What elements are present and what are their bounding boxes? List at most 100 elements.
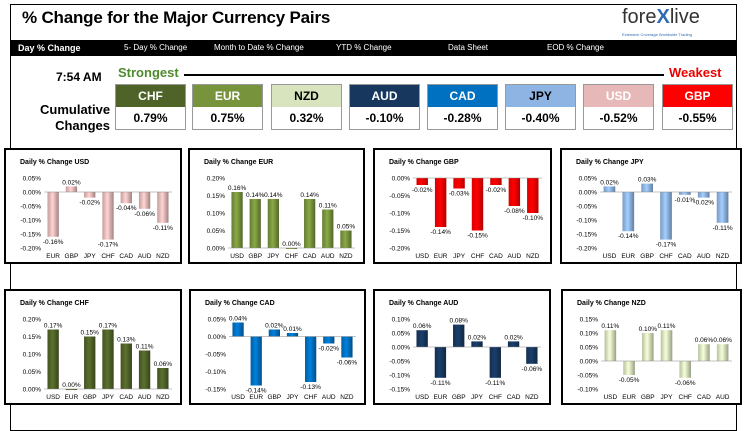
bar-eur [65, 389, 78, 390]
y-tick-label: 0.05% [207, 228, 226, 235]
bar-eur [47, 192, 59, 237]
data-label: 0.06% [413, 323, 432, 330]
currency-change-value: 0.79% [133, 111, 168, 125]
y-tick-label: -0.10% [20, 218, 41, 225]
category-label: NZD [525, 394, 539, 401]
tab-5-day-change[interactable]: 5- Day % Change [124, 43, 188, 52]
bar-gbp [641, 183, 653, 192]
bar-usd [47, 329, 59, 389]
category-label: EUR [46, 253, 60, 260]
chart-panel: Daily % Change GBP 0.00% -0.05% -0.10% -0.15… [373, 148, 552, 264]
bar-usd [603, 186, 616, 192]
bar-aud [323, 336, 335, 344]
chart-svg: Daily % Change EUR 0.20% 0.15% 0.10% 0.05% 0.… [204, 159, 356, 260]
chart-svg: Daily % Change CAD 0.05% 0.00% -0.05% -0.10%… [205, 300, 357, 401]
bar-jpy [471, 341, 483, 347]
category-label: CAD [119, 394, 133, 401]
data-label: 0.02% [468, 334, 487, 341]
bar-cad [120, 343, 132, 389]
bar-gbp [65, 186, 78, 192]
y-tick-label: -0.10% [389, 373, 410, 380]
tab-ytd-change[interactable]: YTD % Change [336, 43, 392, 52]
weakest-label: Weakest [669, 65, 722, 80]
bar-cad [679, 192, 691, 195]
tab-eod-change[interactable]: EOD % Change [547, 43, 604, 52]
data-label: 0.02% [504, 334, 523, 341]
currency-change-value: 0.32% [289, 111, 324, 125]
y-tick-label: 0.10% [207, 211, 226, 218]
currency-box-usd: USD -0.52% [583, 84, 654, 130]
data-label: 0.14% [264, 192, 283, 199]
bar-aud [322, 209, 334, 248]
data-label: -0.14% [246, 388, 267, 395]
bar-cad [490, 178, 502, 185]
bar-gbp [641, 333, 654, 361]
bar-cad [304, 199, 316, 248]
category-label: NZD [526, 253, 540, 260]
bar-gbp [268, 329, 280, 337]
data-label: -0.03% [449, 191, 470, 198]
bar-aud [697, 192, 710, 198]
category-label: AUD [716, 394, 730, 401]
category-label: CAD [678, 253, 692, 260]
bar-chf [471, 178, 484, 231]
data-label: 0.17% [99, 323, 118, 330]
currency-change-value: -0.28% [443, 111, 482, 125]
data-label: 0.08% [449, 318, 468, 325]
category-label: GBP [640, 253, 654, 260]
category-label: NZD [339, 253, 353, 260]
category-label: CAD [489, 253, 503, 260]
bar-nzd [341, 336, 353, 358]
data-label: -0.15% [467, 233, 488, 240]
currency-change-value: -0.40% [521, 111, 560, 125]
data-label: 0.00% [62, 382, 81, 389]
category-label: JPY [453, 253, 466, 260]
chart-panel: Daily % Change JPY 0.05% 0.00% -0.05% -0.10%… [560, 148, 742, 264]
category-label: JPY [287, 394, 300, 401]
data-label: 0.15% [80, 330, 99, 337]
bar-jpy [660, 330, 673, 361]
tab-data-sheet[interactable]: Data Sheet [448, 43, 489, 52]
data-label: -0.14% [430, 229, 451, 236]
tab-month-to-date-change[interactable]: Month to Date % Change [214, 43, 304, 52]
bar-chf [285, 248, 298, 249]
tab-day-change[interactable]: Day % Change [18, 43, 81, 53]
y-tick-label: -0.10% [389, 211, 410, 218]
category-label: CHF [304, 394, 317, 401]
data-label: 0.16% [228, 185, 247, 192]
chart-title: Daily % Change CHF [20, 300, 90, 307]
currency-change-value: 0.75% [210, 111, 245, 125]
currency-box-jpy: JPY -0.40% [505, 84, 576, 130]
y-tick-label: 0.20% [207, 176, 226, 183]
forexlive-logo[interactable]: foreXlive Extensive Coverage Worldwide T… [622, 6, 722, 40]
data-label: 0.02% [265, 323, 284, 330]
data-label: -0.06% [522, 366, 543, 373]
y-tick-label: 0.15% [207, 193, 226, 200]
data-label: -0.02% [412, 187, 433, 194]
data-label: -0.05% [619, 377, 640, 384]
bar-nzd [157, 368, 169, 389]
category-label: CHF [471, 253, 484, 260]
data-label: 0.04% [229, 316, 248, 323]
data-label: 0.05% [337, 224, 356, 231]
data-label: -0.02% [318, 346, 339, 353]
category-label: USD [415, 394, 429, 401]
category-label: EUR [622, 394, 636, 401]
bar-aud [716, 344, 729, 361]
data-label: -0.16% [43, 239, 64, 246]
data-label: 0.06% [154, 361, 173, 368]
category-label: GBP [267, 394, 281, 401]
chart-title: Daily % Change CAD [205, 300, 275, 307]
bar-aud [138, 192, 151, 209]
bar-eur [434, 347, 447, 378]
currency-code: CHF [116, 85, 185, 107]
bar-usd [416, 178, 428, 185]
bar-usd [604, 330, 617, 361]
category-label: JPY [471, 394, 484, 401]
bar-eur [250, 336, 262, 386]
category-label: EUR [434, 253, 448, 260]
chart-panel: Daily % Change CHF 0.20% 0.15% 0.10% 0.05% 0.… [4, 289, 182, 405]
y-tick-label: -0.05% [389, 193, 410, 200]
category-label: USD [603, 394, 617, 401]
chart-svg: Daily % Change USD 0.05% 0.00% -0.05% -0.10%… [20, 159, 173, 260]
